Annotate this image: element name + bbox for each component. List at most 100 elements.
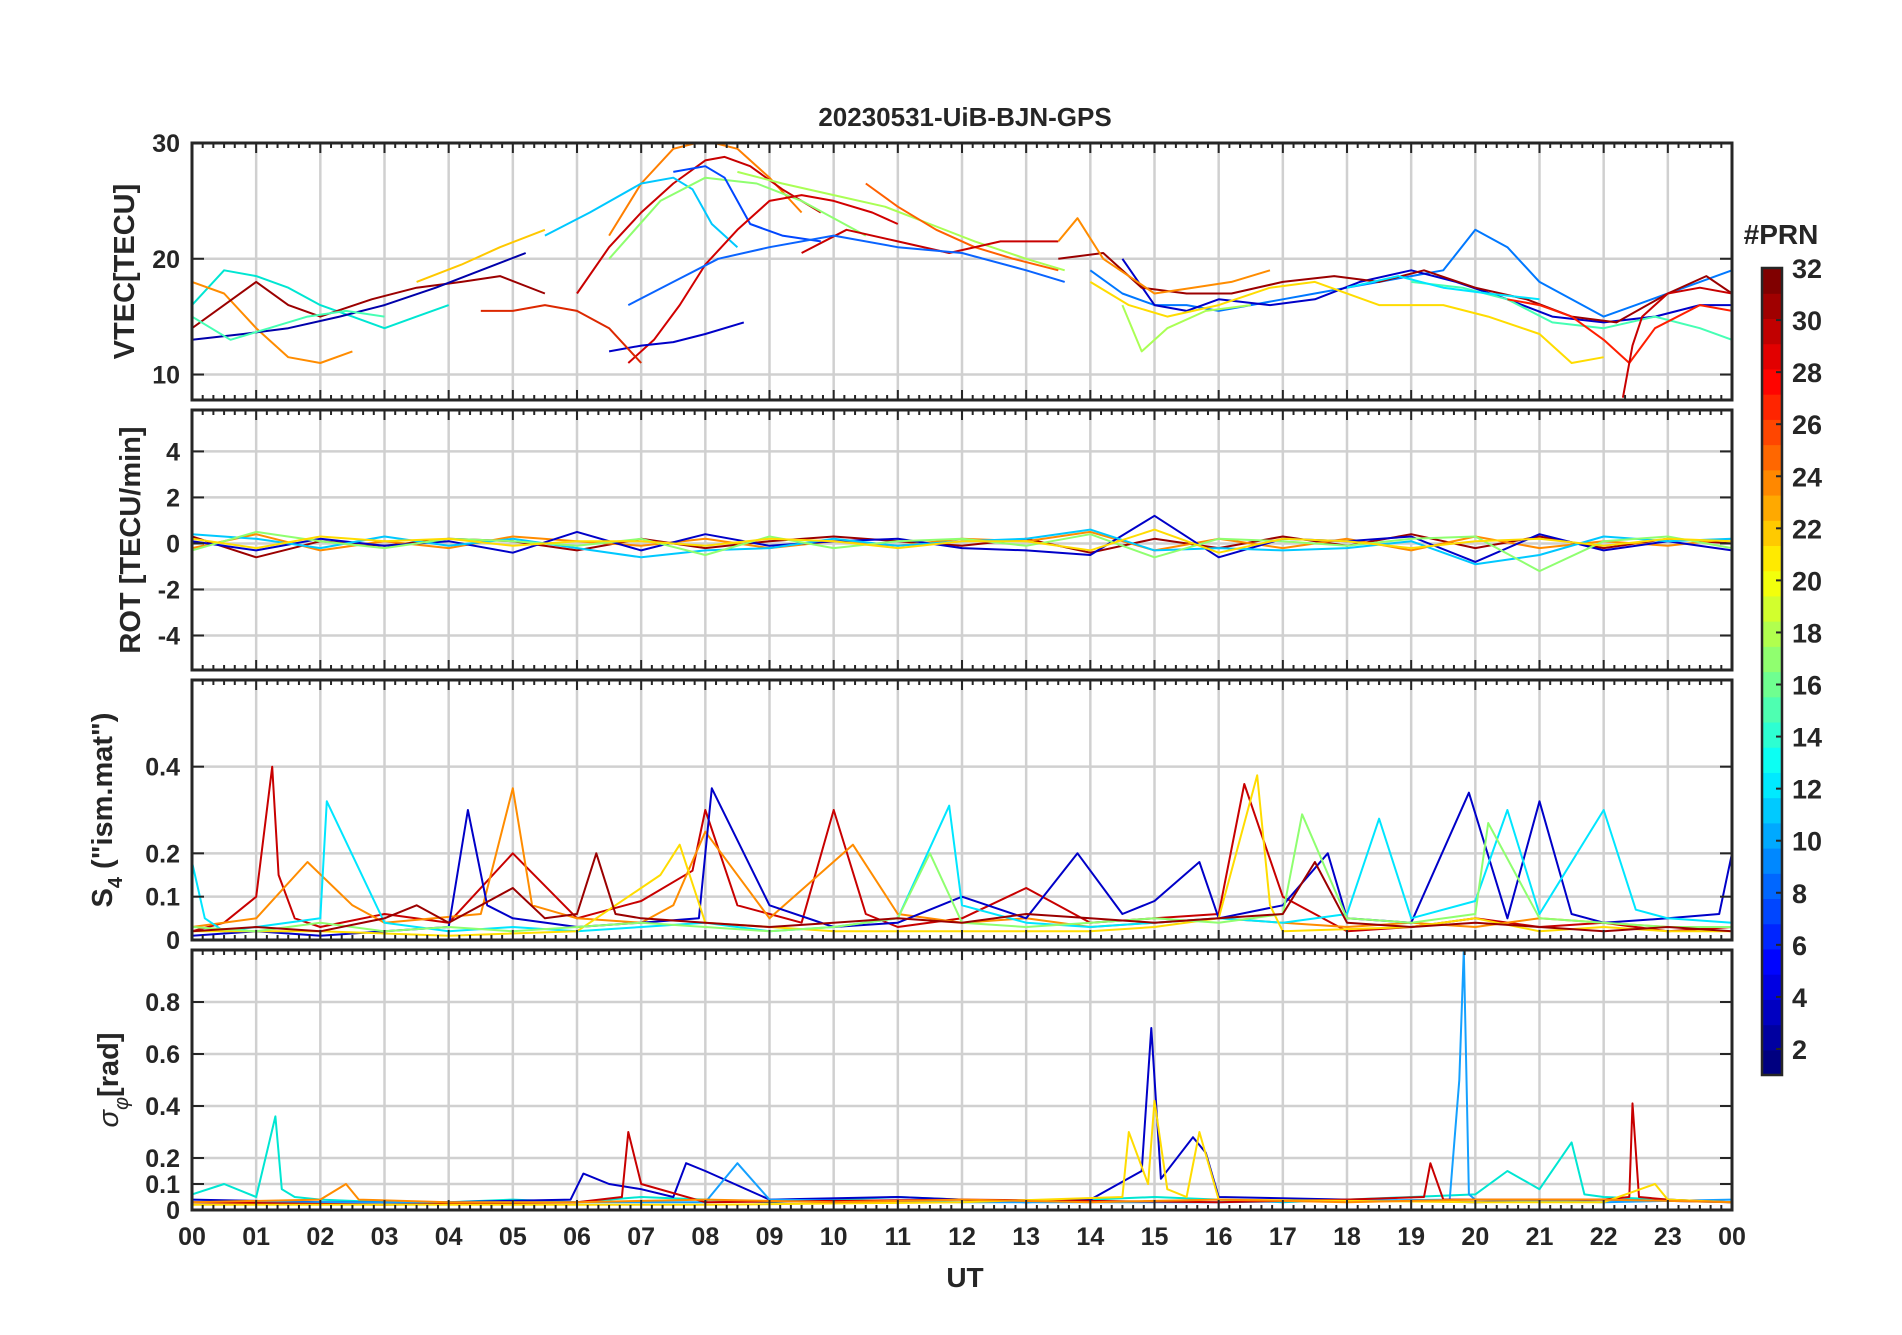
- colorbar-segment: [1762, 318, 1782, 345]
- colorbar-segment: [1762, 999, 1782, 1026]
- x-tick-label: 18: [1333, 1223, 1361, 1251]
- colorbar-segment: [1762, 595, 1782, 622]
- y-axis-label-rot: ROT [TECU/min]: [115, 426, 147, 653]
- series-line-s4-3: [192, 800, 1732, 933]
- x-axis-label: UT: [946, 1262, 983, 1293]
- series-group-vtec: [192, 143, 1732, 398]
- y-tick-label: 20: [152, 246, 180, 274]
- x-tick-label: 13: [1012, 1223, 1040, 1251]
- x-tick-label: 14: [1076, 1223, 1104, 1251]
- series-line-vtec-24: [1621, 286, 1732, 398]
- y-tick-label: 4: [166, 438, 180, 466]
- series-line-vtec-6: [608, 321, 745, 353]
- x-tick-label: 20: [1461, 1223, 1489, 1251]
- colorbar-segment: [1762, 898, 1782, 925]
- colorbar-tick-label: 14: [1792, 723, 1822, 753]
- colorbar-segment: [1762, 343, 1782, 370]
- ticks-s4: 0 0.1 0.2 0.4: [145, 680, 1732, 955]
- colorbar-segment: [1762, 646, 1782, 673]
- colorbar-segment: [1762, 520, 1782, 547]
- series-line-vtec-5: [627, 194, 899, 364]
- colorbar-segment: [1762, 570, 1782, 597]
- colorbar-tick-label: 10: [1792, 827, 1822, 857]
- series-line-vtec-2: [544, 176, 739, 248]
- x-tick-label: 05: [499, 1223, 527, 1251]
- y-axis-label-tail: [rad]: [93, 1033, 125, 1097]
- colorbar-segment: [1762, 293, 1782, 320]
- colorbar-tick-label: 20: [1792, 566, 1822, 596]
- y-tick-label: 0.4: [145, 754, 180, 782]
- series-line-vtec-19: [1121, 258, 1732, 324]
- series-line-vtec-4: [673, 165, 821, 243]
- series-group-s4: [192, 765, 1732, 937]
- colorbar-segment: [1762, 545, 1782, 572]
- y-tick-label: 0.4: [145, 1093, 180, 1121]
- series-line-vtec-25: [1346, 275, 1540, 301]
- colorbar-segment: [1762, 873, 1782, 900]
- colorbar-tick-label: 26: [1792, 410, 1822, 440]
- colorbar-segment: [1762, 419, 1782, 446]
- x-tick-label: 22: [1590, 1223, 1618, 1251]
- x-tick-label: 23: [1654, 1223, 1682, 1251]
- x-tick-label: 19: [1397, 1223, 1425, 1251]
- ticks-sigma_phi: 00.10.2 0.4 0.6 0.8: [145, 950, 1732, 1225]
- x-tick-label: 15: [1141, 1223, 1169, 1251]
- series-line-s4-6: [192, 852, 1732, 933]
- series-line-sigma_phi-3: [192, 1102, 1732, 1206]
- x-tick-label: 00: [178, 1223, 206, 1251]
- series-line-vtec-13: [192, 275, 546, 330]
- y-tick-label: 0: [166, 530, 180, 558]
- x-tick-label: 09: [756, 1223, 784, 1251]
- y-tick-label: 0: [166, 1197, 180, 1225]
- x-tick-label: 12: [948, 1223, 976, 1251]
- series-line-vtec-9: [801, 228, 1059, 254]
- colorbar-tick-label: 6: [1792, 931, 1807, 961]
- colorbar-segment: [1762, 368, 1782, 395]
- y-axis-label-tail: ("ism.mat"): [87, 713, 119, 877]
- y-tick-label: 10: [152, 362, 180, 390]
- y-axis-label-main: σ: [93, 1109, 125, 1128]
- colorbar-segment: [1762, 268, 1782, 294]
- colorbar-tick-label: 4: [1792, 983, 1807, 1013]
- colorbar-segment: [1762, 696, 1782, 723]
- series-line-s4-4: [192, 774, 1732, 937]
- colorbar-segment: [1762, 747, 1782, 773]
- colorbar-segment: [1762, 469, 1782, 496]
- panel-rot: -4 -2 0 2 4 ROT [TECU/min]: [115, 408, 1734, 672]
- y-tick-label: -4: [158, 622, 180, 650]
- series-line-vtec-8: [865, 182, 1059, 272]
- colorbar-segment: [1762, 772, 1782, 799]
- colorbar-segment: [1762, 621, 1782, 647]
- x-tick-label: 02: [306, 1223, 334, 1251]
- colorbar-segment: [1762, 444, 1782, 471]
- x-tick-label: 10: [820, 1223, 848, 1251]
- panel-s4: 0 0.1 0.2 0.4 S4 ("ism.mat"): [87, 678, 1734, 955]
- y-tick-label: 0.8: [145, 989, 180, 1017]
- colorbar-tick-label: 16: [1792, 671, 1822, 701]
- series-line-vtec-21: [1089, 280, 1604, 364]
- panel-vtec: 10 20 30 VTEC[TECU]: [109, 130, 1734, 402]
- series-line-vtec-11: [192, 269, 450, 330]
- colorbar-segment: [1762, 923, 1782, 950]
- series-line-vtec-16: [416, 228, 546, 283]
- x-tick-label: 08: [691, 1223, 719, 1251]
- y-tick-label: 30: [152, 130, 180, 158]
- colorbar-segment: [1762, 721, 1782, 748]
- colorbar-segment: [1762, 494, 1782, 521]
- y-tick-label: 0.2: [145, 1145, 180, 1173]
- y-tick-label: -2: [158, 576, 180, 604]
- y-axis-label-sub: φ: [111, 1097, 133, 1110]
- series-line-vtec-7: [737, 170, 1065, 272]
- y-axis-label-s4: S4 ("ism.mat"): [87, 713, 127, 908]
- series-line-sigma_phi-4: [192, 1099, 1732, 1206]
- colorbar-frame: [1760, 266, 1784, 1077]
- colorbar-segment: [1762, 822, 1782, 849]
- y-axis-label-vtec: VTEC[TECU]: [109, 184, 141, 360]
- colorbar-segment: [1762, 671, 1782, 698]
- colorbar-segment: [1762, 948, 1782, 975]
- colorbar-tick-label: 22: [1792, 514, 1822, 544]
- figure-title: 20230531-UiB-BJN-GPS: [818, 102, 1111, 132]
- colorbar-tick-label: 24: [1792, 462, 1822, 492]
